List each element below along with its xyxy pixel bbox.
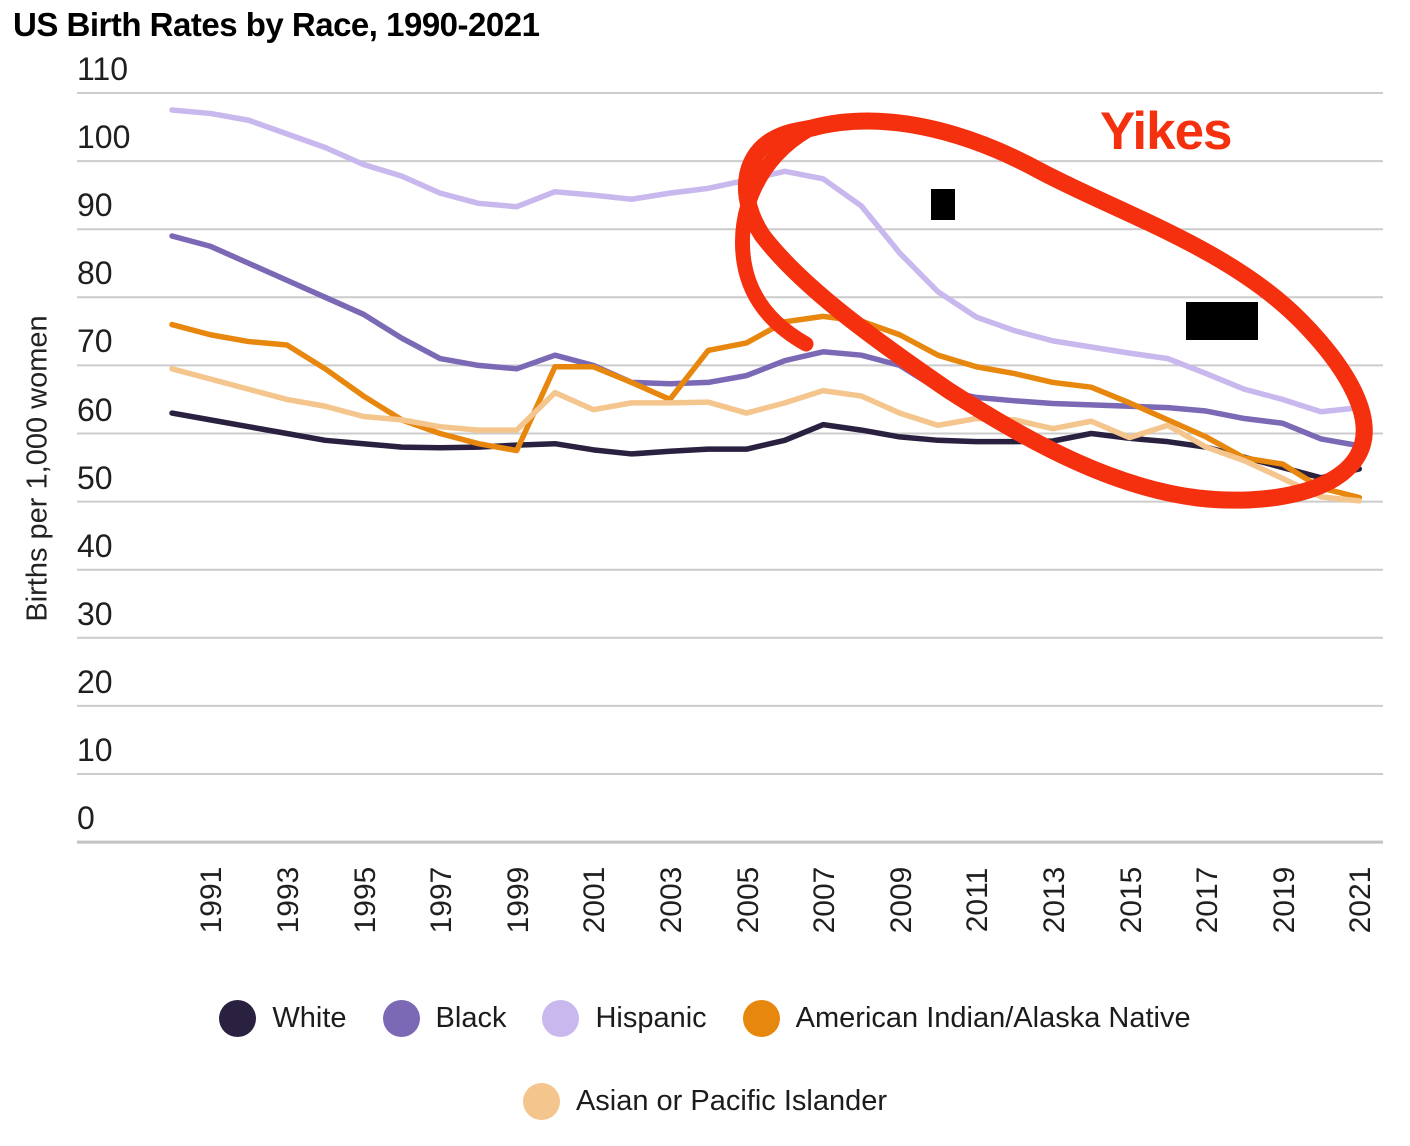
x-tick-2007: 2007: [808, 866, 842, 934]
y-tick-10: 10: [77, 732, 113, 768]
legend-item-asian-or-pacific-islander: Asian or Pacific Islander: [522, 1083, 888, 1120]
legend-label: American Indian/Alaska Native: [795, 1002, 1191, 1034]
y-tick-40: 40: [77, 527, 113, 564]
gridlines: [77, 92, 1383, 844]
x-tick-2001: 2001: [578, 866, 612, 934]
x-tick-1993: 1993: [271, 866, 305, 934]
hand-drawn-ellipse-annotation: [735, 112, 1373, 509]
legend-label: Black: [435, 1002, 507, 1034]
x-tick-2003: 2003: [654, 866, 688, 934]
legend-dot: [742, 1000, 780, 1037]
legend-item-hispanic: Hispanic: [542, 1000, 707, 1037]
x-tick-2009: 2009: [884, 866, 918, 934]
chart-title: US Birth Rates by Race, 1990-2021: [13, 6, 540, 43]
y-tick-30: 30: [77, 595, 113, 632]
x-tick-2013: 2013: [1037, 866, 1071, 934]
x-tick-2021: 2021: [1344, 866, 1378, 934]
x-tick-1995: 1995: [348, 866, 382, 934]
y-tick-20: 20: [77, 663, 113, 700]
y-tick-100: 100: [77, 119, 131, 156]
y-tick-70: 70: [77, 323, 113, 360]
x-tick-2011: 2011: [961, 867, 995, 933]
legend-dot: [542, 1000, 580, 1037]
legend-dot: [219, 1000, 257, 1037]
y-tick-0: 0: [77, 800, 95, 837]
legend-dot: [522, 1083, 560, 1120]
x-tick-2015: 2015: [1114, 866, 1148, 934]
x-tick-1991: 1991: [195, 866, 229, 934]
x-tick-1997: 1997: [425, 866, 459, 934]
legend-dot: [382, 1000, 420, 1037]
legend-item-black: Black: [382, 1000, 507, 1037]
x-tick-2019: 2019: [1267, 866, 1301, 934]
y-tick-60: 60: [77, 391, 113, 428]
y-tick-90: 90: [77, 187, 113, 224]
x-tick-2005: 2005: [731, 866, 765, 934]
annotation-text: Yikes: [1100, 102, 1233, 161]
legend-row-2: Asian or Pacific Islander: [0, 1083, 1410, 1120]
x-tick-1999: 1999: [501, 866, 535, 934]
y-tick-80: 80: [77, 255, 113, 292]
legend-item-american-indian-alaska-native: American Indian/Alaska Native: [742, 1000, 1191, 1037]
line-asian-or-pacific-islander: [169, 366, 1363, 504]
legend-label: Asian or Pacific Islander: [575, 1085, 888, 1117]
legend-label: White: [272, 1002, 347, 1034]
line-black: [169, 233, 1363, 449]
y-tick-50: 50: [77, 459, 113, 496]
y-tick-110: 110: [77, 51, 129, 87]
redaction-box-2: [1186, 302, 1258, 340]
line-american-indian-alaska-native: [169, 313, 1363, 501]
redaction-box-1: [931, 189, 955, 220]
legend-label: Hispanic: [595, 1002, 707, 1034]
line-white: [169, 410, 1363, 481]
x-tick-2017: 2017: [1191, 866, 1225, 934]
legend-item-white: White: [219, 1000, 347, 1037]
legend-row-1: White Black Hispanic American Indian/Alaska…: [0, 1000, 1410, 1037]
